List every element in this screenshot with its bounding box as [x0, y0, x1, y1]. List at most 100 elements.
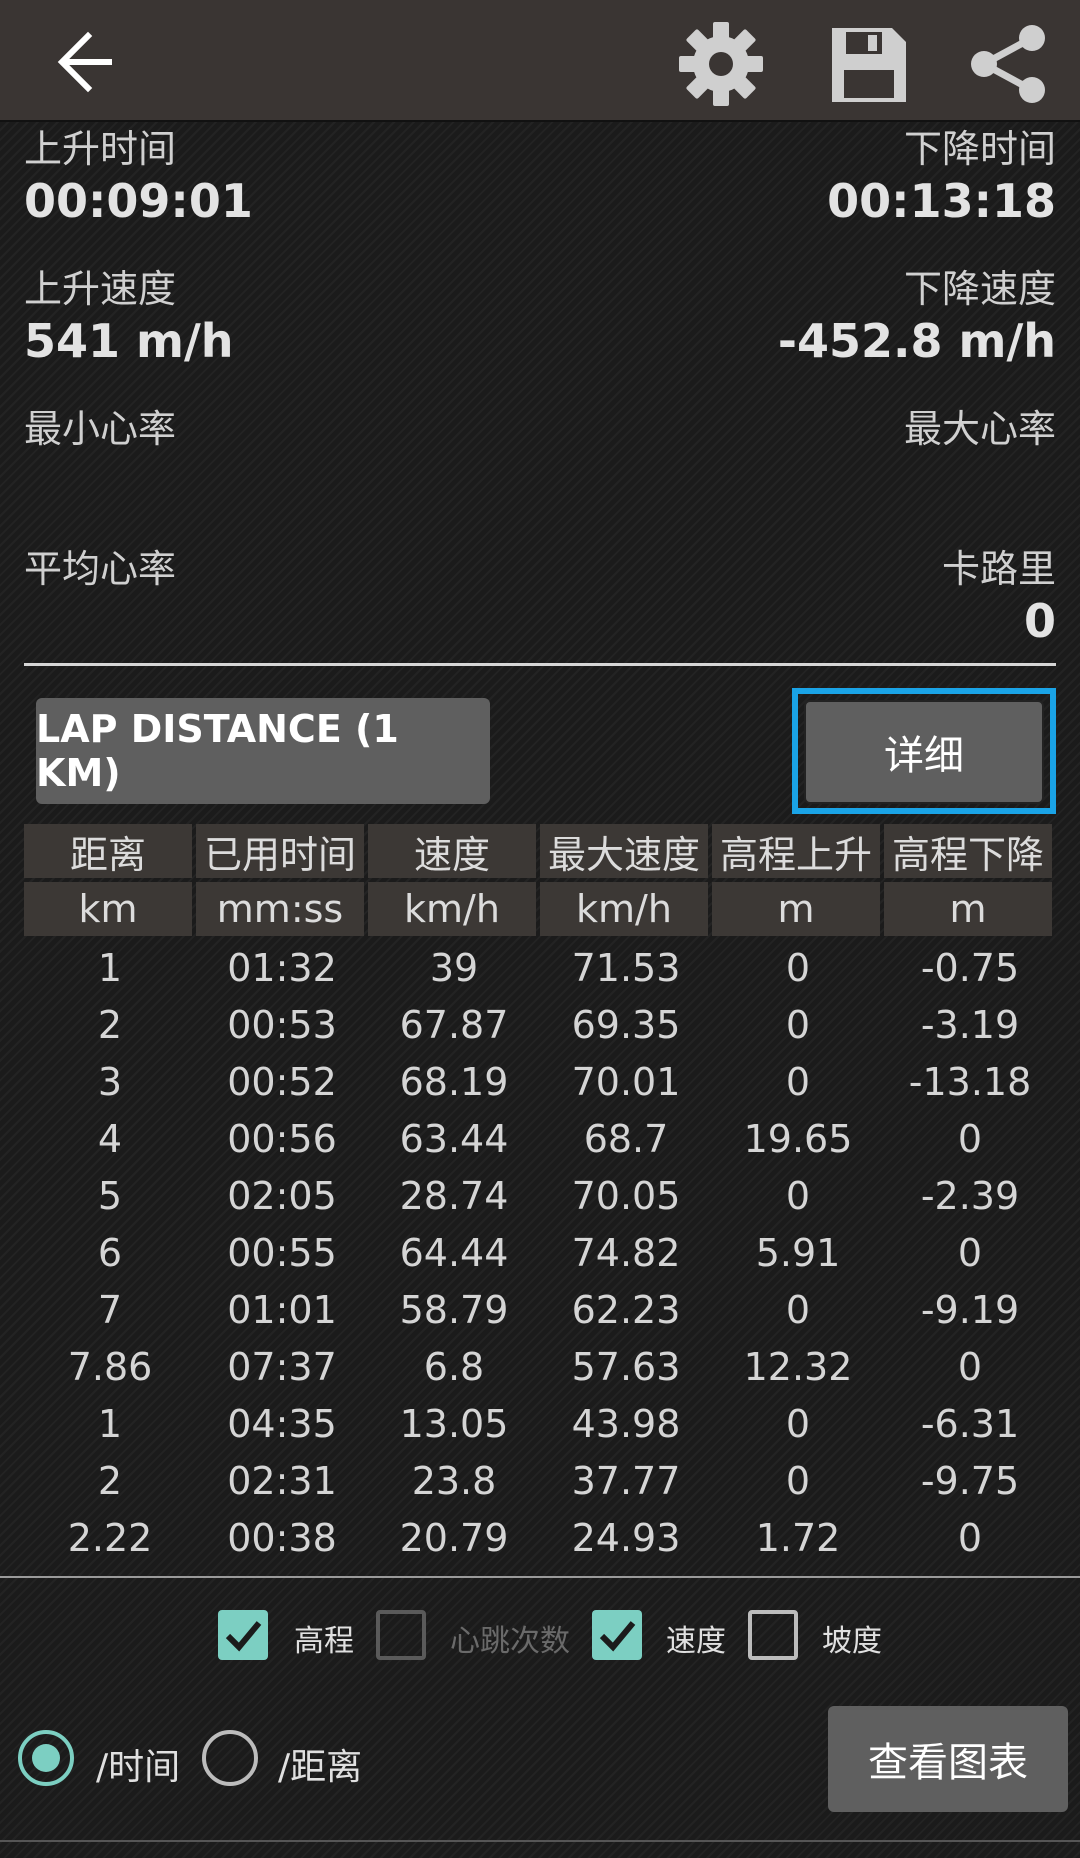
table-cell: 1 — [97, 1402, 123, 1446]
table-cell: 0 — [957, 1345, 983, 1389]
table-cell: 0 — [957, 1516, 983, 1560]
ascent-time-label: 上升时间 — [24, 127, 177, 171]
descent-time-value: 00:13:18 — [827, 174, 1056, 228]
checkmark-icon — [225, 1621, 262, 1652]
descent-time-label: 下降时间 — [903, 127, 1056, 171]
slope-checkbox[interactable] — [748, 1610, 798, 1660]
column-header: 距离 — [24, 824, 192, 878]
by-distance-radio[interactable] — [202, 1730, 258, 1786]
table-cell: 70.05 — [571, 1174, 681, 1218]
table-cell: 00:53 — [227, 1003, 337, 1047]
column-header: 高程下降 — [884, 824, 1052, 878]
table-body: 1 01:32 39 71.53 0 -0.75 2 00:53 67.87 69.35 0 -3.1… — [24, 940, 1056, 1567]
table-row: 2.22 00:38 20.79 24.93 1.72 0 — [24, 1510, 1056, 1567]
table-cell: 5 — [97, 1174, 123, 1218]
gear-icon[interactable] — [675, 18, 767, 110]
detail-button[interactable]: 详细 — [804, 700, 1044, 804]
max-heart-rate-label: 最大心率 — [903, 407, 1056, 451]
ascent-time-value: 00:09:01 — [24, 174, 253, 228]
floppy-disk-icon[interactable] — [822, 18, 914, 110]
table-cell: 0 — [785, 1174, 811, 1218]
table-units-row: km mm:ss km/h km/h m m — [24, 882, 1056, 936]
table-cell: -9.19 — [920, 1288, 1020, 1332]
heartbeat-checkbox — [376, 1610, 426, 1660]
column-unit: m — [884, 882, 1052, 936]
by-time-radio[interactable] — [18, 1730, 74, 1786]
column-header: 高程上升 — [712, 824, 880, 878]
table-cell: 07:37 — [227, 1345, 337, 1389]
table-cell: 2.22 — [67, 1516, 153, 1560]
table-cell: 4 — [97, 1117, 123, 1161]
table-cell: -9.75 — [920, 1459, 1020, 1503]
table-cell: 74.82 — [571, 1231, 681, 1275]
descent-speed-label: 下降速度 — [903, 267, 1056, 311]
table-cell: 57.63 — [571, 1345, 681, 1389]
avg-heart-rate-label: 平均心率 — [24, 547, 177, 591]
speed-checkbox[interactable] — [592, 1610, 642, 1660]
table-cell: 37.77 — [571, 1459, 681, 1503]
table-cell: 67.87 — [399, 1003, 509, 1047]
table-cell: 0 — [785, 946, 811, 990]
table-cell: 5.91 — [755, 1231, 841, 1275]
column-unit: m — [712, 882, 880, 936]
column-unit: mm:ss — [196, 882, 364, 936]
table-cell: 0 — [785, 1459, 811, 1503]
table-cell: -13.18 — [908, 1060, 1032, 1104]
table-row: 5 02:05 28.74 70.05 0 -2.39 — [24, 1168, 1056, 1225]
view-chart-button[interactable]: 查看图表 — [828, 1706, 1068, 1812]
elevation-checkbox-label: 高程 — [294, 1624, 354, 1659]
chart-series-checkboxes: 高程 心跳次数 速度 坡度 — [0, 1610, 1080, 1670]
descent-speed-value: -452.8 m/h — [777, 314, 1056, 368]
table-cell: 00:38 — [227, 1516, 337, 1560]
table-cell: 0 — [957, 1117, 983, 1161]
table-row: 3 00:52 68.19 70.01 0 -13.18 — [24, 1054, 1056, 1111]
table-cell: 0 — [785, 1060, 811, 1104]
table-cell: 0 — [957, 1231, 983, 1275]
table-cell: 64.44 — [399, 1231, 509, 1275]
table-cell: 69.35 — [571, 1003, 681, 1047]
table-cell: 02:05 — [227, 1174, 337, 1218]
table-cell: 0 — [785, 1003, 811, 1047]
column-header: 已用时间 — [196, 824, 364, 878]
column-header: 最大速度 — [540, 824, 708, 878]
table-cell: 0 — [785, 1288, 811, 1332]
column-header: 速度 — [368, 824, 536, 878]
share-icon[interactable] — [962, 18, 1054, 110]
bottom-divider — [0, 1576, 1080, 1578]
table-cell: 23.8 — [411, 1459, 497, 1503]
by-distance-radio-label: /距离 — [278, 1747, 363, 1788]
table-cell: 02:31 — [227, 1459, 337, 1503]
ascent-speed-value: 541 m/h — [24, 314, 234, 368]
table-cell: 00:52 — [227, 1060, 337, 1104]
table-cell: -2.39 — [920, 1174, 1020, 1218]
elevation-checkbox[interactable] — [218, 1610, 268, 1660]
table-cell: 24.93 — [571, 1516, 681, 1560]
radio-dot — [32, 1744, 60, 1772]
top-toolbar — [0, 0, 1080, 122]
heartbeat-checkbox-label: 心跳次数 — [450, 1624, 570, 1659]
table-cell: 70.01 — [571, 1060, 681, 1104]
back-arrow-icon[interactable] — [40, 22, 130, 102]
table-cell: 6 — [97, 1231, 123, 1275]
column-unit: km/h — [368, 882, 536, 936]
table-cell: 13.05 — [399, 1402, 509, 1446]
lap-distance-button[interactable]: LAP DISTANCE (1 KM) — [36, 698, 490, 804]
table-cell: 28.74 — [399, 1174, 509, 1218]
by-time-radio-label: /时间 — [96, 1747, 181, 1788]
table-cell: 7 — [97, 1288, 123, 1332]
table-cell: 43.98 — [571, 1402, 681, 1446]
focus-highlight — [792, 688, 1056, 814]
table-cell: 1 — [97, 946, 123, 990]
table-cell: 01:01 — [227, 1288, 337, 1332]
table-cell: 6.8 — [423, 1345, 485, 1389]
table-cell: -6.31 — [920, 1402, 1020, 1446]
speed-checkbox-label: 速度 — [666, 1624, 726, 1659]
lap-table: 距离 已用时间 速度 最大速度 高程上升 高程下降 km mm:ss km/h … — [24, 824, 1056, 1567]
column-unit: km — [24, 882, 192, 936]
table-cell: -3.19 — [920, 1003, 1020, 1047]
table-cell: 00:56 — [227, 1117, 337, 1161]
divider — [24, 663, 1056, 666]
table-row: 1 04:35 13.05 43.98 0 -6.31 — [24, 1396, 1056, 1453]
table-cell: 04:35 — [227, 1402, 337, 1446]
table-row: 6 00:55 64.44 74.82 5.91 0 — [24, 1225, 1056, 1282]
